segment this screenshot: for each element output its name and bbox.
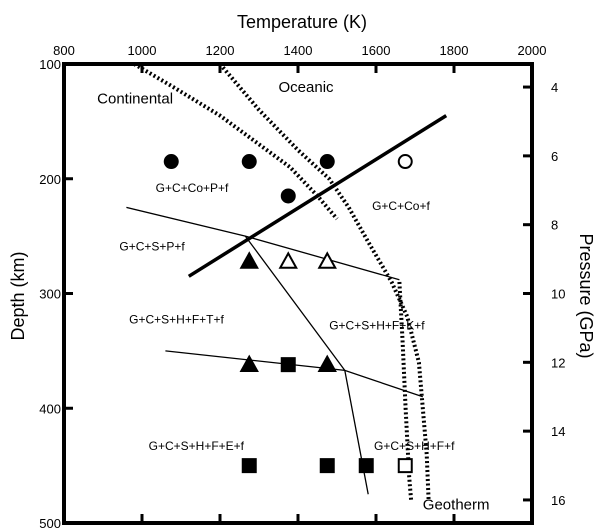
data-point-circle-filled (319, 154, 335, 170)
left-tick-label: 300 (39, 287, 61, 302)
right-tick-label: 14 (551, 424, 565, 439)
annotation-label: G+C+S+H+F+K+f (329, 318, 425, 332)
annotation-label: Continental (97, 90, 173, 107)
annotation-label: G+C+S+H+F+E+f (149, 439, 245, 453)
annotation-label: G+C+Co+f (372, 199, 430, 213)
plot-area: 800 1000 1200 1400 1600 1800 2000 100 200 300 400 5… (39, 43, 565, 531)
data-point-square-filled (241, 458, 257, 474)
right-axis-title: Pressure (GPa) (576, 233, 595, 358)
right-tick-label: 6 (551, 149, 558, 164)
data-point-square-filled (319, 458, 335, 474)
right-tick-label: 16 (551, 493, 565, 508)
data-point-square-filled (280, 357, 296, 373)
data-point-circle-filled (241, 154, 257, 170)
data-point-square-filled (358, 458, 374, 474)
data-point-square-open (397, 458, 413, 474)
data-point-triangle-filled (239, 251, 259, 269)
phase-boundary-line (244, 235, 369, 495)
annotation-label: Geotherm (423, 497, 490, 514)
left-tick-label: 400 (39, 401, 61, 416)
data-point-triangle-open (278, 251, 298, 269)
top-tick-label: 1200 (206, 43, 235, 58)
annotation-label: G+C+S+H+F+f (374, 439, 455, 453)
right-tick-label: 4 (551, 80, 558, 95)
annotation-label: G+C+S+H+F+T+f (129, 313, 224, 327)
left-tick-label: 100 (39, 57, 61, 72)
top-tick-label: 1800 (440, 43, 469, 58)
top-axis-title: Temperature (K) (237, 12, 367, 32)
top-tick-label: 2000 (518, 43, 547, 58)
data-point-triangle-open (317, 251, 337, 269)
left-tick-label: 500 (39, 516, 61, 531)
data-point-triangle-filled (317, 354, 337, 373)
left-tick-label: 200 (39, 172, 61, 187)
data-point-circle-open (397, 154, 413, 170)
top-tick-label: 1600 (362, 43, 391, 58)
top-tick-label: 1000 (128, 43, 157, 58)
top-tick-label: 800 (53, 43, 75, 58)
data-point-triangle-filled (239, 354, 259, 373)
curve-continental (133, 62, 339, 221)
phase-boundary-line (165, 350, 424, 398)
plot-frame (62, 62, 534, 525)
data-point-circle-filled (163, 154, 179, 170)
right-tick-label: 12 (551, 355, 565, 370)
top-tick-label: 1400 (284, 43, 313, 58)
annotation-label: Oceanic (279, 79, 335, 96)
annotation-label: G+C+Co+P+f (156, 181, 229, 195)
data-point-circle-filled (280, 188, 296, 204)
curve-geotherm (397, 281, 414, 501)
right-tick-label: 10 (551, 287, 565, 302)
annotation-label: G+C+S+P+f (119, 239, 185, 253)
left-axis-title: Depth (km) (8, 251, 28, 340)
curve-oceanic (218, 62, 431, 501)
right-tick-label: 8 (551, 218, 558, 233)
